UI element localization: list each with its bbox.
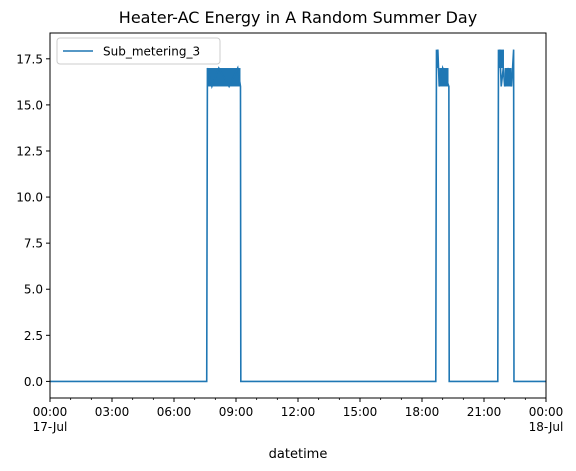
y-tick-label: 2.5 [24, 329, 43, 343]
x-tick-label: 00:00 [33, 405, 68, 419]
y-tick-label: 5.0 [24, 283, 43, 297]
x-tick-date-label: 18-Jul [529, 420, 564, 434]
y-tick-label: 15.0 [16, 98, 43, 112]
legend-label: Sub_metering_3 [103, 45, 200, 59]
series-dense-band [498, 49, 504, 69]
axes-frame [49, 32, 547, 399]
series-line-sub-metering-3 [50, 49, 546, 383]
series-group [50, 49, 546, 383]
x-tick-label: 15:00 [343, 405, 378, 419]
x-axis-label: datetime [269, 447, 328, 462]
x-tick-label: 00:00 [529, 405, 564, 419]
x-tick-label: 18:00 [405, 405, 440, 419]
x-tick-label: 09:00 [219, 405, 254, 419]
series-dense-band [504, 68, 512, 87]
x-tick-label: 21:00 [467, 405, 502, 419]
x-tick-label: 06:00 [157, 405, 192, 419]
series-dense-band [439, 68, 449, 87]
legend-box [56, 37, 221, 65]
plot-area [50, 49, 546, 383]
x-tick-label: 03:00 [95, 405, 130, 419]
legend: Sub_metering_3 [56, 37, 221, 65]
y-axis: 0.0 2.5 5.0 7.5 10.0 12.5 15.0 17.5 [16, 52, 50, 389]
y-tick-label: 10.0 [16, 191, 43, 205]
x-tick-date-label: 17-Jul [33, 420, 68, 434]
y-tick-label: 0.0 [24, 375, 43, 389]
y-tick-label: 7.5 [24, 237, 43, 251]
chart-title: Heater-AC Energy in A Random Summer Day [119, 8, 477, 27]
y-tick-label: 12.5 [16, 144, 43, 158]
y-tick-label: 17.5 [16, 52, 43, 66]
x-tick-label: 12:00 [281, 405, 316, 419]
